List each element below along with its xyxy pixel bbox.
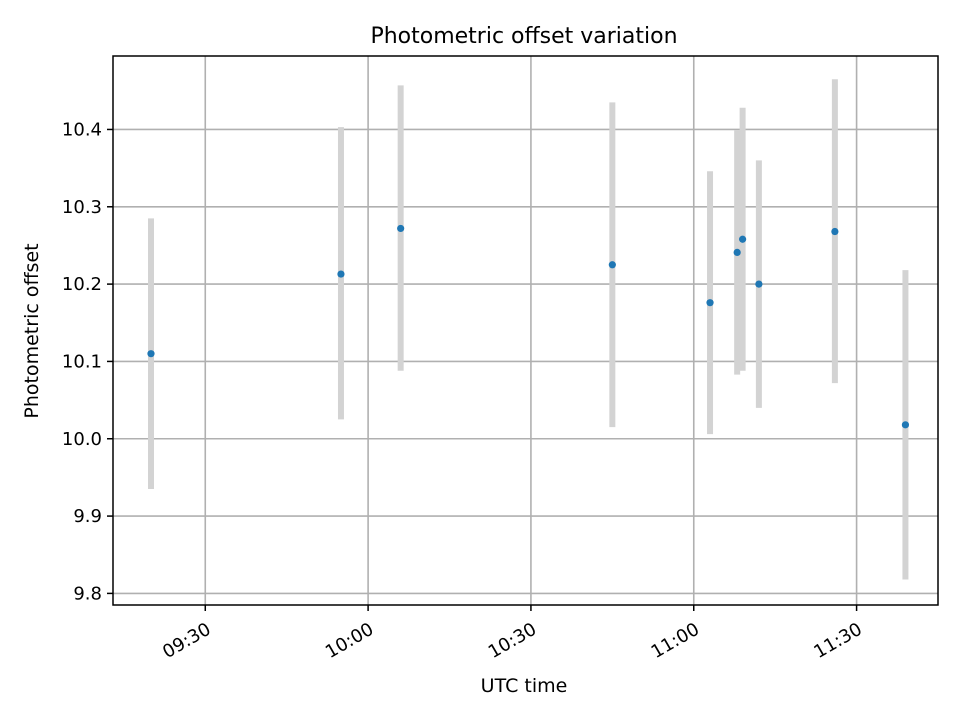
data-point (901, 421, 910, 429)
y-axis-title: Photometric offset (21, 243, 43, 418)
data-point (755, 280, 763, 288)
y-tick-label: 10.3 (62, 197, 102, 218)
x-axis-title: UTC time (481, 675, 568, 697)
point-layer (147, 224, 910, 429)
plot-area-frame (112, 55, 939, 606)
chart-title: Photometric offset variation (370, 24, 677, 49)
data-point (706, 299, 714, 307)
data-point (608, 261, 616, 269)
y-tick-label: 9.8 (73, 583, 102, 604)
grid-layer (113, 56, 938, 605)
data-point (739, 235, 747, 243)
y-tick-label: 9.9 (73, 506, 102, 527)
y-tick-label: 10.0 (62, 429, 102, 450)
data-point (337, 270, 345, 278)
data-point (733, 248, 741, 257)
y-tick-label: 10.4 (62, 119, 102, 140)
y-tick-label: 10.2 (62, 274, 102, 295)
data-point (831, 227, 839, 236)
data-point (397, 224, 405, 233)
y-tick-label: 10.1 (62, 351, 102, 372)
data-point (147, 350, 155, 358)
